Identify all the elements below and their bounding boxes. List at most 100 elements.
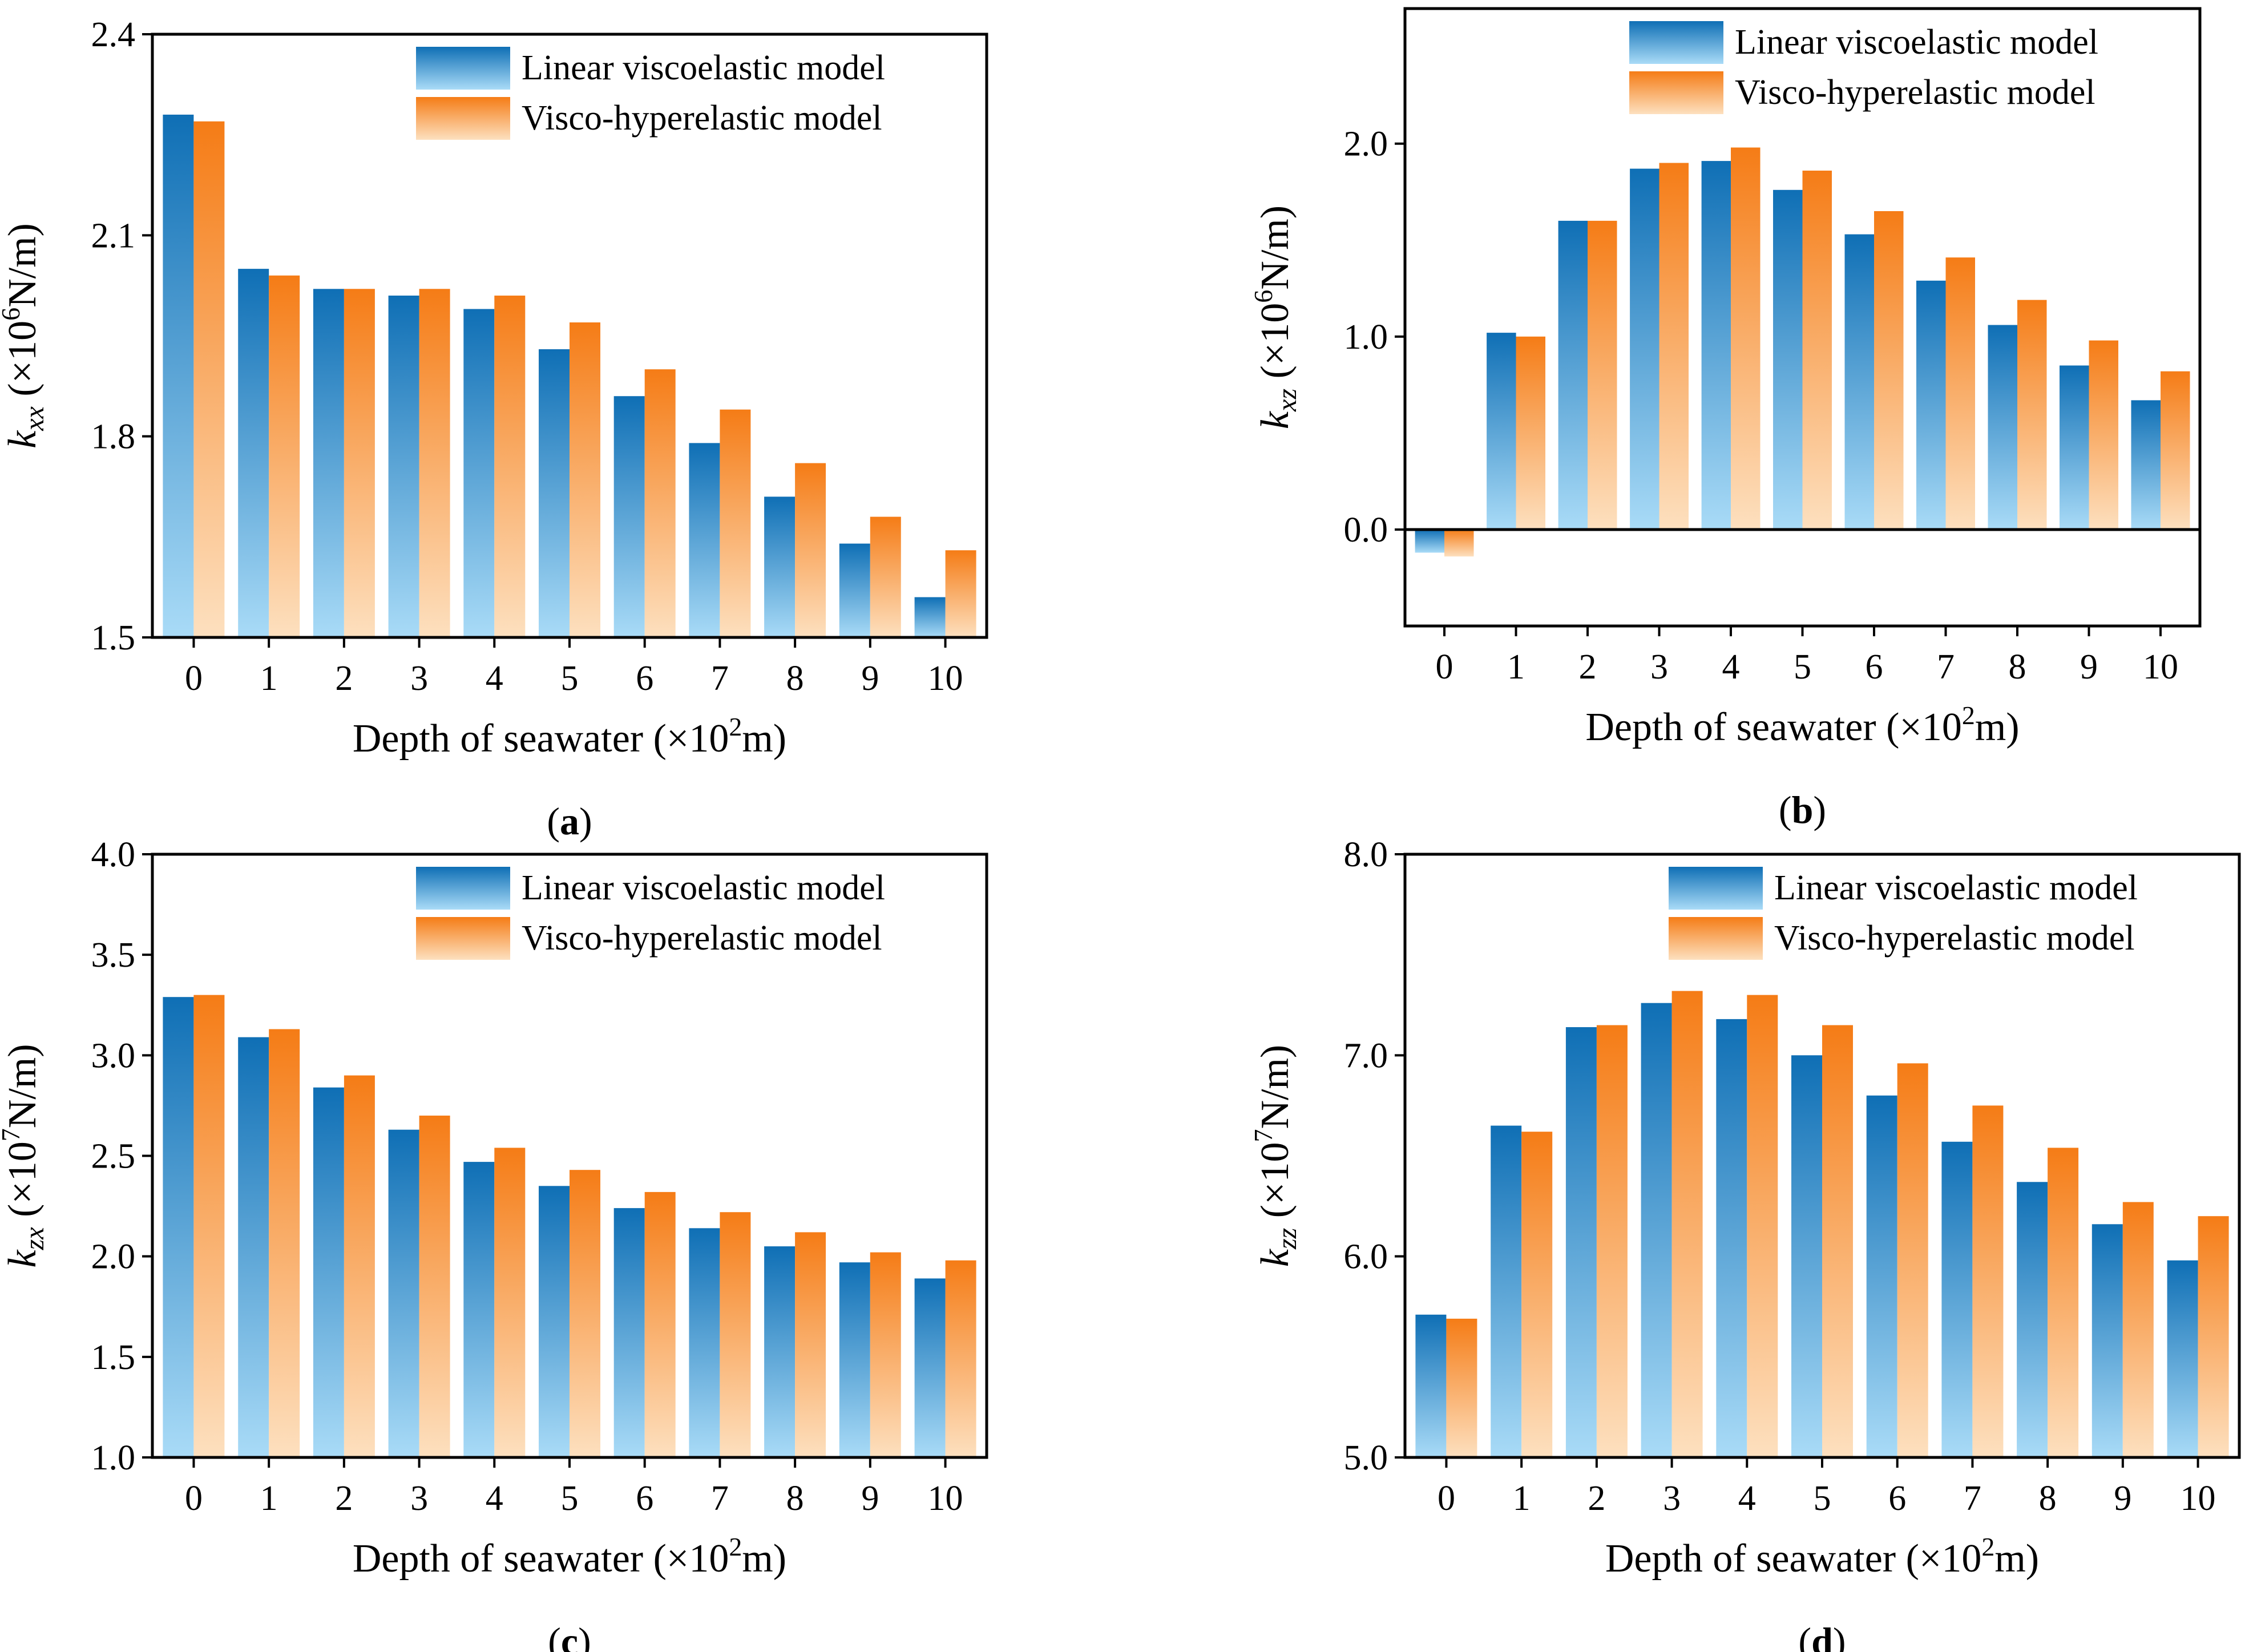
x-tick-label: 0 <box>1436 648 1453 686</box>
legend-swatch-visco <box>1669 917 1763 960</box>
y-axis-unit-exponent: 6 <box>0 308 25 321</box>
bar-linear-9 <box>839 543 870 637</box>
x-tick-label: 5 <box>561 1479 579 1518</box>
x-tick-label: 8 <box>786 659 804 698</box>
y-axis-title: kzx (×107N/m) <box>0 1044 50 1267</box>
x-tick-label: 5 <box>1814 1479 1831 1518</box>
bar-visco-6 <box>644 369 676 637</box>
bar-linear-8 <box>2017 1182 2048 1457</box>
panel-caption: (a) <box>547 799 592 843</box>
y-tick-label: 1.5 <box>91 619 136 657</box>
bar-linear-6 <box>613 1208 645 1457</box>
bar-linear-3 <box>388 1129 419 1457</box>
y-tick-label: 5.0 <box>1344 1439 1388 1477</box>
bar-visco-6 <box>644 1191 676 1457</box>
bar-linear-3 <box>388 296 419 637</box>
bar-linear-10 <box>2131 400 2161 530</box>
bar-linear-5 <box>1791 1055 1822 1457</box>
bar-linear-9 <box>2091 1224 2123 1457</box>
bar-visco-8 <box>2017 300 2047 530</box>
x-axis-title: Depth of seawater (×102m) <box>353 712 786 761</box>
y-axis-unit-prefix: (×10 <box>1253 303 1297 389</box>
y-axis-unit-prefix: (×10 <box>1253 1142 1297 1228</box>
caption-open-paren: ( <box>1798 1619 1811 1652</box>
caption-letter: a <box>560 799 579 843</box>
bar-visco-4 <box>1731 147 1761 530</box>
x-tick-label: 4 <box>1738 1479 1756 1518</box>
y-axis-unit-prefix: (×10 <box>1 321 45 406</box>
bar-visco-7 <box>1972 1105 2004 1457</box>
legend-label-linear: Linear viscoelastic model <box>522 869 885 907</box>
x-tick-label: 6 <box>636 1479 653 1518</box>
x-tick-label: 7 <box>711 1479 729 1518</box>
caption-close-paren: ) <box>578 1619 591 1652</box>
legend: Linear viscoelastic model Visco-hyperelas… <box>1629 21 2098 114</box>
y-axis-unit-exponent: 6 <box>1249 290 1278 303</box>
x-tick-label: 9 <box>861 659 879 698</box>
bar-linear-6 <box>613 396 645 637</box>
x-tick-label: 2 <box>1588 1479 1605 1518</box>
x-axis-prefix: Depth of seawater (×10 <box>353 717 729 761</box>
legend-label-visco: Visco-hyperelastic model <box>522 919 882 958</box>
x-tick-label: 1 <box>260 1479 278 1518</box>
x-tick-label: 8 <box>786 1479 804 1518</box>
y-tick-label: 6.0 <box>1344 1238 1388 1277</box>
bar-visco-10 <box>2198 1216 2229 1457</box>
bar-visco-4 <box>1747 995 1778 1457</box>
plot-frame <box>1403 853 2241 1459</box>
y-tick-label: 1.8 <box>91 418 136 457</box>
legend: Linear viscoelastic model Visco-hyperelas… <box>1669 867 2138 960</box>
y-axis-unit-suffix: N/m) <box>1 1044 45 1128</box>
x-tick-label: 0 <box>185 659 203 698</box>
x-tick-label: 5 <box>1794 648 1811 686</box>
y-tick-label: 2.0 <box>1344 125 1388 164</box>
bar-visco-8 <box>2048 1148 2079 1457</box>
bar-linear-5 <box>1773 189 1803 530</box>
x-tick-label: 0 <box>1438 1479 1455 1518</box>
bar-linear-6 <box>1866 1095 1897 1457</box>
x-tick-label: 10 <box>2181 1479 2216 1518</box>
legend-swatch-visco <box>416 97 510 140</box>
bar-visco-3 <box>1671 991 1703 1457</box>
bar-visco-9 <box>870 1252 901 1457</box>
y-axis-subscript: zz <box>1272 1227 1302 1250</box>
x-tick-label: 0 <box>185 1479 203 1518</box>
bar-visco-5 <box>1822 1025 1853 1457</box>
bar-linear-1 <box>238 269 269 638</box>
legend: Linear viscoelastic model Visco-hyperelas… <box>416 867 885 960</box>
y-tick-label: 7.0 <box>1344 1036 1388 1075</box>
bar-visco-10 <box>2161 371 2190 530</box>
y-tick-label: 3.5 <box>91 936 136 975</box>
bar-linear-9 <box>2060 365 2089 530</box>
y-tick-label: 2.0 <box>91 1238 136 1277</box>
x-axis-prefix: Depth of seawater (×10 <box>353 1537 729 1581</box>
bar-visco-2 <box>1596 1025 1628 1457</box>
x-axis-suffix: m) <box>742 1537 786 1581</box>
x-tick-label: 1 <box>1507 648 1525 686</box>
bar-linear-1 <box>1491 1125 1522 1457</box>
x-tick-label: 3 <box>410 659 428 698</box>
bar-visco-9 <box>2089 340 2118 530</box>
panel-caption: (c) <box>548 1619 591 1652</box>
x-tick-label: 8 <box>2008 648 2026 686</box>
bar-visco-3 <box>419 289 450 637</box>
legend-swatch-linear <box>1669 867 1763 910</box>
bar-linear-5 <box>539 349 570 637</box>
x-tick-label: 5 <box>561 659 579 698</box>
x-tick-label: 3 <box>1650 648 1668 686</box>
y-tick-label: 1.0 <box>1344 318 1388 357</box>
bar-visco-3 <box>1659 163 1689 530</box>
x-tick-label: 9 <box>2080 648 2098 686</box>
legend-label-linear: Linear viscoelastic model <box>1774 869 2138 907</box>
bar-visco-1 <box>269 1029 300 1457</box>
caption-close-paren: ) <box>579 799 592 843</box>
bar-linear-10 <box>914 1278 946 1457</box>
bar-linear-1 <box>238 1037 269 1457</box>
bar-linear-5 <box>539 1186 570 1457</box>
x-axis-exponent: 2 <box>729 712 742 741</box>
y-tick-label: 8.0 <box>1344 835 1388 874</box>
x-tick-label: 4 <box>486 1479 503 1518</box>
bar-linear-0 <box>163 997 194 1457</box>
x-tick-label: 2 <box>335 1479 353 1518</box>
